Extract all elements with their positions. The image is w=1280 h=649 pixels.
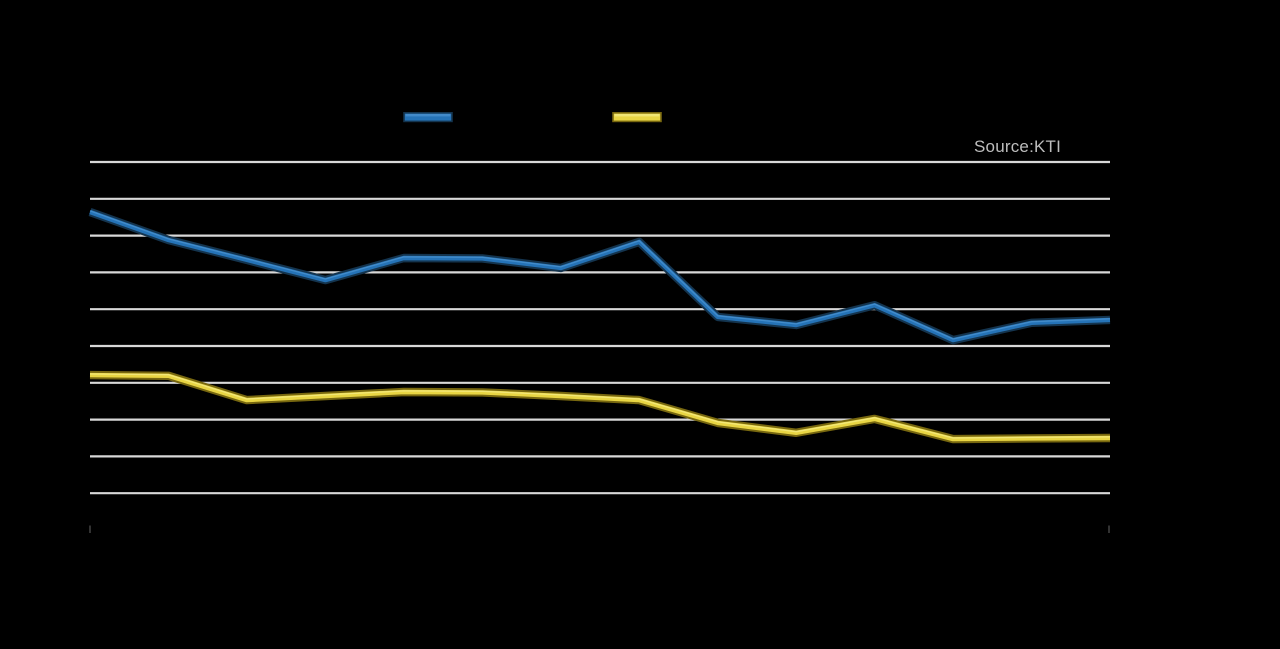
legend-swatch-highlight-blue-series (405, 114, 451, 117)
blue-series-line (88, 208, 1111, 345)
legend-swatch-yellow-series (612, 112, 662, 123)
yellow-series-line-highlight (89, 373, 1111, 439)
legend-swatch-blue-series (403, 112, 453, 123)
blue-series-line-highlight (89, 210, 1111, 340)
legend (403, 112, 662, 123)
yellow-series-line (89, 370, 1111, 444)
legend-swatch-highlight-yellow-series (614, 114, 660, 117)
source-note: Source:KTI (974, 137, 1062, 156)
gridlines (90, 160, 1110, 495)
x-axis-ticks (89, 525, 1110, 533)
blue-series-line-core (89, 209, 1111, 343)
yellow-series-line-core (89, 372, 1111, 442)
